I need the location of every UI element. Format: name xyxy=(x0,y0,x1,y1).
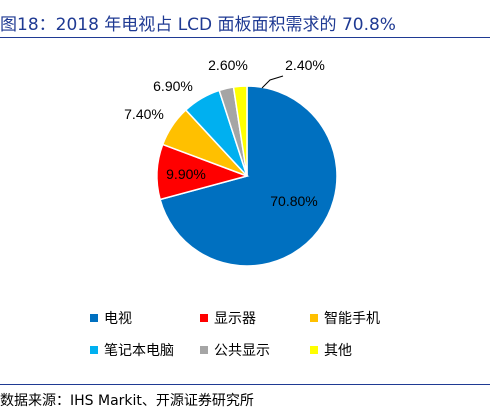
legend-item-laptop: 笔记本电脑 xyxy=(90,340,200,360)
data-label-laptop: 6.90% xyxy=(153,78,193,94)
legend-swatch xyxy=(200,346,208,354)
legend-swatch xyxy=(90,346,98,354)
legend: 电视 显示器 智能手机 笔记本电脑 公共显示 其他 xyxy=(90,308,410,360)
data-label-tv: 70.80% xyxy=(270,193,317,209)
legend-swatch xyxy=(90,314,98,322)
pie-slice-other xyxy=(232,85,248,177)
data-label-other: 2.40% xyxy=(285,57,325,73)
legend-label: 电视 xyxy=(104,311,132,327)
legend-label: 公共显示 xyxy=(214,343,270,359)
data-label-smartphone: 7.40% xyxy=(124,106,164,122)
legend-swatch xyxy=(310,346,318,354)
legend-label: 笔记本电脑 xyxy=(104,343,174,359)
legend-item-monitor: 显示器 xyxy=(200,308,310,328)
legend-item-other: 其他 xyxy=(310,340,410,360)
source-rule xyxy=(0,384,490,385)
title-rule xyxy=(0,37,490,38)
legend-swatch xyxy=(310,314,318,322)
legend-item-public-display: 公共显示 xyxy=(200,340,310,360)
legend-item-smartphone: 智能手机 xyxy=(310,308,410,328)
legend-swatch xyxy=(200,314,208,322)
source-note: 数据来源：IHS Markit、开源证券研究所 xyxy=(0,393,254,409)
legend-item-tv: 电视 xyxy=(90,308,200,328)
chart-title: 图18：2018 年电视占 LCD 面板面积需求的 70.8% xyxy=(0,15,396,35)
legend-label: 其他 xyxy=(324,343,352,359)
data-label-public-display: 2.60% xyxy=(208,57,248,73)
legend-label: 智能手机 xyxy=(324,311,380,327)
pie-chart: 70.80% 9.90% 7.40% 6.90% 2.60% 2.40% xyxy=(124,57,338,267)
leader-line-other xyxy=(261,75,284,89)
legend-label: 显示器 xyxy=(214,311,256,327)
data-label-monitor: 9.90% xyxy=(166,166,206,182)
